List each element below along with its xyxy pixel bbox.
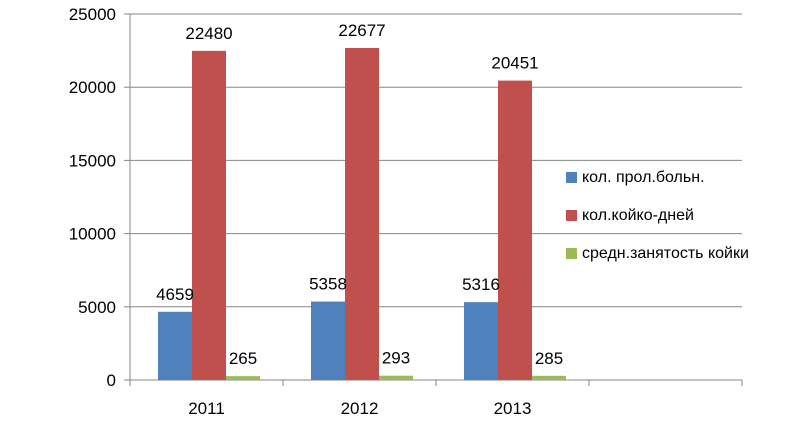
data-label: 293 [382, 349, 410, 368]
axes: 0 5000 10000 15000 20000 25000 2011 2012 2013 [69, 5, 743, 418]
bar [311, 301, 345, 380]
bar [464, 302, 498, 380]
bar [192, 50, 226, 381]
data-label: 20451 [491, 54, 538, 73]
data-label: 5358 [309, 275, 347, 294]
x-tick-label: 2013 [494, 399, 532, 418]
legend-swatch [566, 172, 577, 183]
legend-swatch [566, 248, 577, 259]
bar [345, 48, 379, 380]
data-labels: 4659 5358 5316 22480 22677 20451 265 293 285 [156, 21, 563, 368]
bar [379, 375, 413, 380]
legend-label: средн.занятость койки [582, 245, 749, 262]
legend-label: кол.койко-дней [582, 207, 694, 224]
data-label: 22480 [185, 24, 232, 43]
y-tick-label: 25000 [69, 5, 116, 24]
legend-swatch [566, 210, 577, 221]
bars [158, 48, 566, 381]
legend-label: кол. прол.больн. [582, 169, 705, 186]
data-label: 22677 [338, 21, 385, 40]
bar [158, 311, 192, 380]
bar [498, 80, 532, 381]
y-tick-label: 5000 [78, 298, 116, 317]
legend: кол. прол.больн. кол.койко-дней средн.заня… [566, 169, 749, 262]
y-tick-label: 10000 [69, 225, 116, 244]
bar [532, 375, 566, 380]
bar [226, 376, 260, 380]
gridlines [130, 13, 742, 308]
data-label: 4659 [156, 285, 194, 304]
data-label: 265 [229, 349, 257, 368]
y-tick-label: 20000 [69, 78, 116, 97]
x-tick-label: 2011 [188, 399, 225, 418]
data-label: 285 [535, 349, 563, 368]
data-label: 5316 [462, 275, 500, 294]
x-tick-label: 2012 [341, 399, 379, 418]
y-tick-label: 15000 [69, 151, 116, 170]
y-tick-label: 0 [107, 371, 116, 390]
